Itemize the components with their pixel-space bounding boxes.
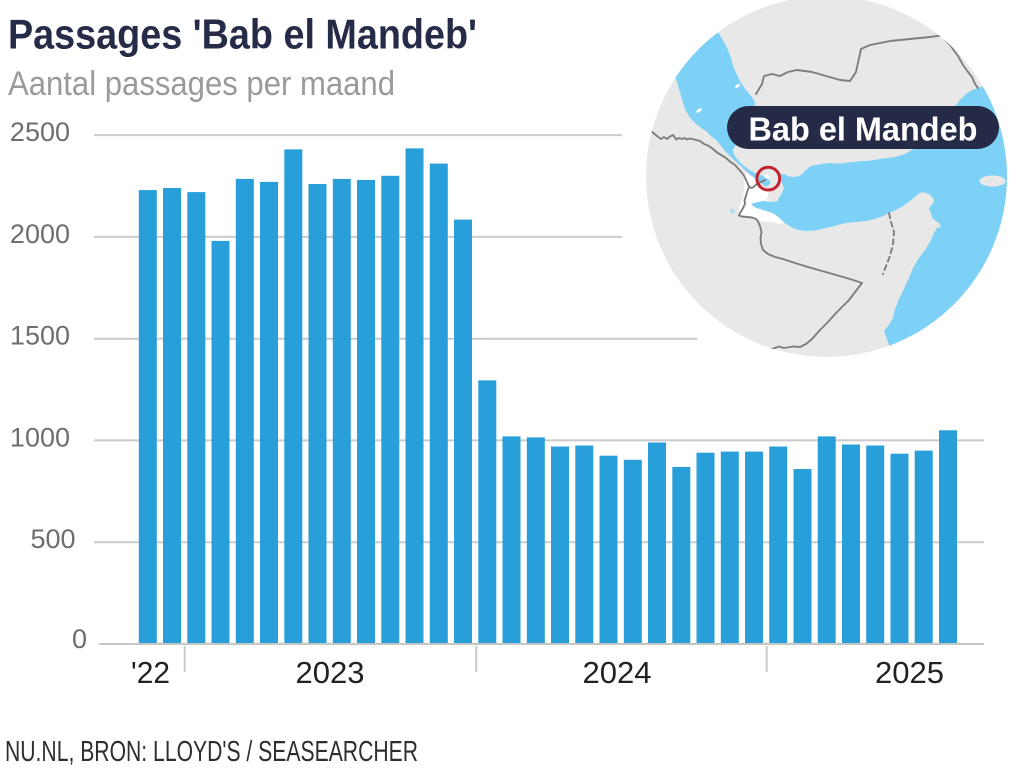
svg-text:500: 500 [30,524,75,554]
svg-text:NU.NL, BRON: LLOYD'S / SEASEAR: NU.NL, BRON: LLOYD'S / SEASEARCHER [5,736,418,768]
svg-text:2025: 2025 [875,655,944,690]
svg-text:2000: 2000 [10,219,70,249]
svg-text:Aantal passages per maand: Aantal passages per maand [8,65,395,103]
svg-text:2023: 2023 [296,655,365,690]
svg-text:2500: 2500 [10,117,70,147]
svg-text:Bab el Mandeb: Bab el Mandeb [749,110,978,147]
svg-text:1000: 1000 [10,422,70,452]
svg-text:2024: 2024 [583,655,652,690]
svg-text:0: 0 [72,624,87,654]
svg-text:Passages 'Bab el Mandeb': Passages 'Bab el Mandeb' [8,11,477,58]
svg-text:1500: 1500 [10,321,70,351]
svg-text:'22: '22 [131,655,170,690]
